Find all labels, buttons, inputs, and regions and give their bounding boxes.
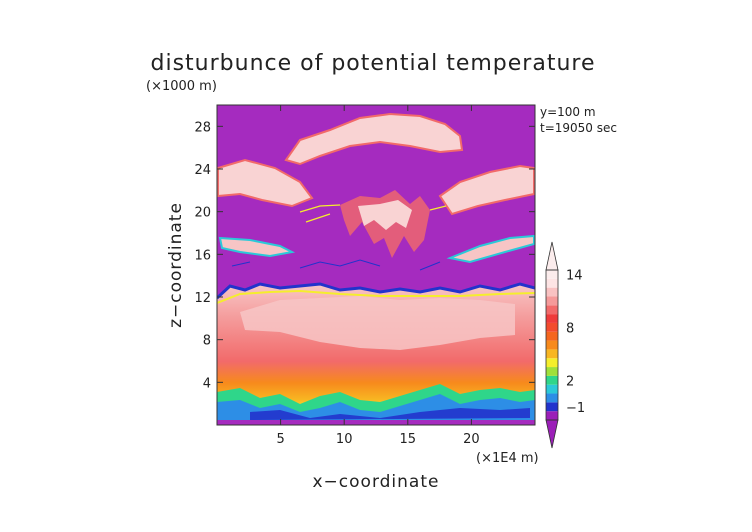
chart-title: disturbunce of potential temperature xyxy=(151,51,596,76)
colorbar-swatch xyxy=(546,393,558,403)
central-plume-core xyxy=(358,200,412,230)
y-tick-label: 20 xyxy=(194,206,211,221)
y-tick-label: 4 xyxy=(203,376,211,391)
y-tick-label: 12 xyxy=(194,291,211,306)
y-tick-label: 16 xyxy=(194,248,211,263)
y-axis-label: z−coordinate xyxy=(166,202,186,328)
colorbar-swatch xyxy=(546,340,558,350)
plot-area xyxy=(217,105,535,425)
mid-left-band xyxy=(218,236,296,258)
colorbar-extend-bottom xyxy=(545,419,559,449)
y-tick-label: 8 xyxy=(203,334,211,349)
core-top-edge xyxy=(217,282,535,300)
colorbar-swatch xyxy=(546,384,558,394)
colorbar-swatch xyxy=(546,296,558,306)
colorbar-swatch xyxy=(546,358,558,368)
x-tick-label: 10 xyxy=(336,432,353,447)
colorbar-swatch xyxy=(546,367,558,376)
colorbar-swatch xyxy=(546,349,558,359)
colorbar-swatch xyxy=(546,411,558,420)
bottom-deep-blue xyxy=(250,408,530,420)
annotation-t: t=19050 sec xyxy=(540,121,617,135)
upper-left-wing xyxy=(217,158,314,208)
plume-edges xyxy=(299,204,447,223)
ground-strip xyxy=(217,420,535,425)
core-yellow-band xyxy=(217,289,535,304)
x-axis-label: x−coordinate xyxy=(313,472,440,492)
colorbar-swatch xyxy=(546,402,558,412)
top-arch xyxy=(284,112,464,166)
colorbar-extend-top xyxy=(545,241,559,271)
colorbar-swatch xyxy=(546,287,558,297)
colorbar-swatch xyxy=(546,305,558,315)
colorbar-tick-label: 14 xyxy=(566,268,583,283)
plume-blue-specks xyxy=(231,259,441,271)
plot-frame xyxy=(216,104,536,426)
colorbar-swatch xyxy=(546,278,558,288)
mid-right-band xyxy=(446,234,535,264)
annotation-y: y=100 m xyxy=(540,105,596,119)
colorbar-swatch xyxy=(546,322,558,332)
x-tick-label: 20 xyxy=(463,432,480,447)
y-tick-label: 24 xyxy=(194,163,211,178)
x-tick-label: 15 xyxy=(400,432,417,447)
colorbar: −1 2 8 14 xyxy=(545,241,585,449)
colorbar-tick-label: 8 xyxy=(566,321,574,336)
colorbar-swatch xyxy=(546,270,558,279)
colorbar-swatch xyxy=(546,375,558,385)
colorbar-swatch xyxy=(546,314,558,323)
x-unit-label: (×1E4 m) xyxy=(476,451,539,466)
core-hot-interior xyxy=(240,296,515,350)
colorbar-frame xyxy=(545,269,559,421)
x-tick-label: 5 xyxy=(276,432,284,447)
axis-ticks: 5 10 15 20 4 8 12 16 20 24 28 xyxy=(194,105,535,447)
upper-right-wing xyxy=(438,164,535,216)
colorbar-swatch xyxy=(546,331,558,341)
colorbar-tick-label: −1 xyxy=(566,401,585,416)
colorbar-tick-label: 2 xyxy=(566,374,574,389)
y-tick-label: 28 xyxy=(194,120,211,135)
z-unit-label: (×1000 m) xyxy=(146,79,217,94)
